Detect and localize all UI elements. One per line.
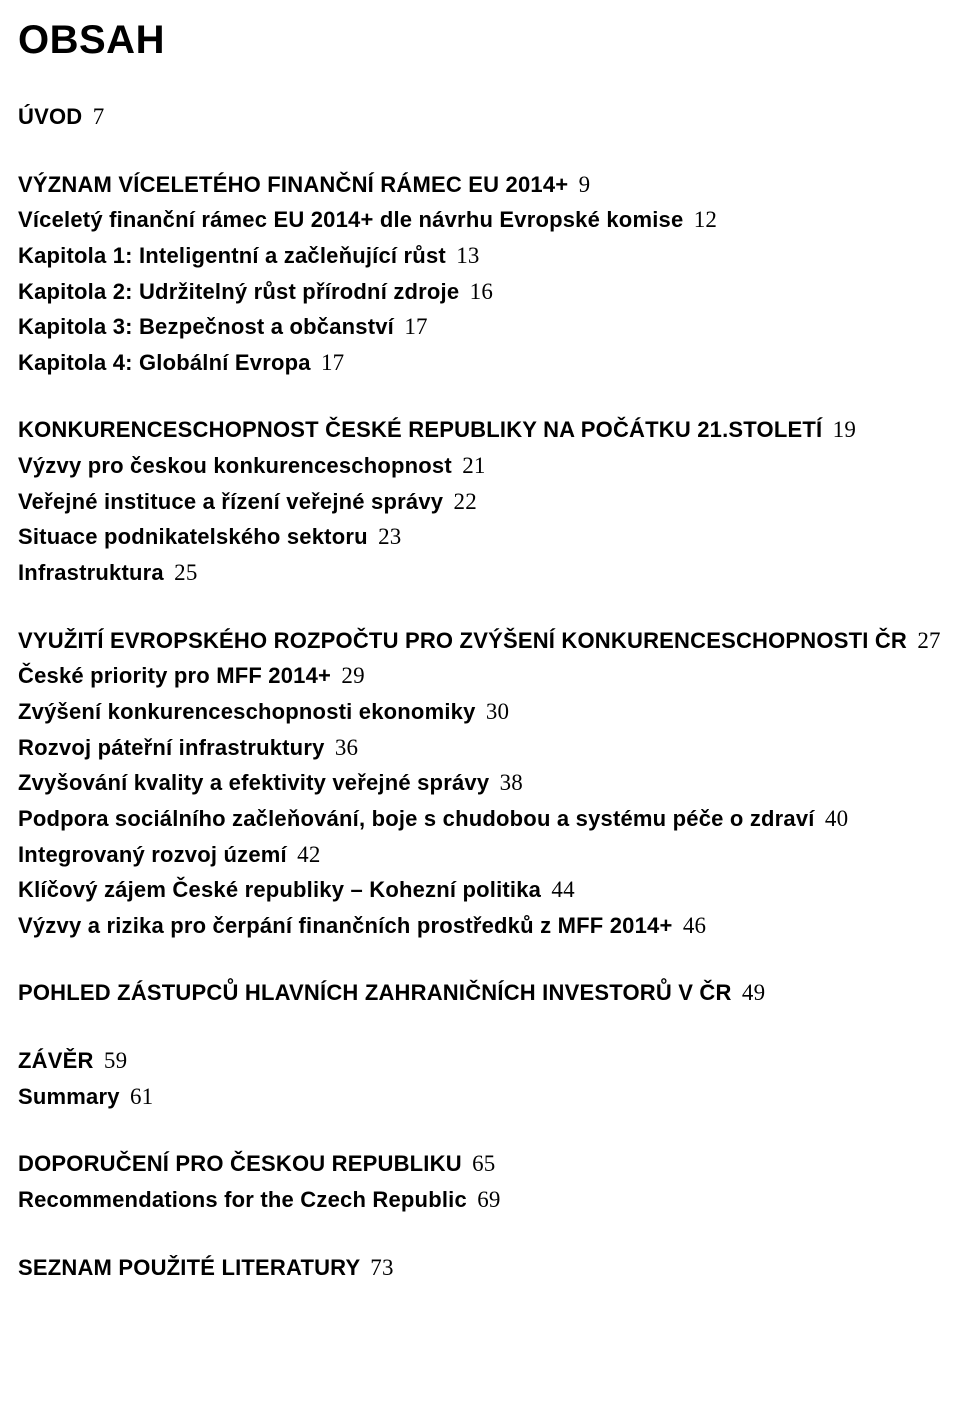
entry-page: 16	[470, 279, 493, 304]
entry-text: Výzvy a rizika pro čerpání finančních pr…	[18, 913, 673, 938]
entry-page: 23	[378, 524, 401, 549]
toc-section: POHLED ZÁSTUPCŮ HLAVNÍCH ZAHRANIČNÍCH IN…	[18, 975, 942, 1011]
entry-page: 30	[486, 699, 509, 724]
entry-text: Integrovaný rozvoj území	[18, 842, 287, 867]
page-title: OBSAH	[18, 18, 942, 63]
toc-entry: Recommendations for the Czech Republic 6…	[18, 1182, 942, 1218]
toc-entry: POHLED ZÁSTUPCŮ HLAVNÍCH ZAHRANIČNÍCH IN…	[18, 975, 942, 1011]
toc-entry: KONKURENCESCHOPNOST ČESKÉ REPUBLIKY NA P…	[18, 412, 942, 448]
toc-section: DOPORUČENÍ PRO ČESKOU REPUBLIKU 65 Recom…	[18, 1146, 942, 1217]
entry-text: VÝZNAM VÍCELETÉHO FINANČNÍ RÁMEC EU 2014…	[18, 172, 568, 197]
entry-text: Recommendations for the Czech Republic	[18, 1187, 467, 1212]
entry-text: KONKURENCESCHOPNOST ČESKÉ REPUBLIKY NA P…	[18, 417, 822, 442]
entry-text: Kapitola 4: Globální Evropa	[18, 350, 311, 375]
entry-text: Kapitola 2: Udržitelný růst přírodní zdr…	[18, 279, 459, 304]
entry-text: Situace podnikatelského sektoru	[18, 524, 368, 549]
toc-entry: Zvyšování kvality a efektivity veřejné s…	[18, 765, 942, 801]
toc-entry: Rozvoj páteřní infrastruktury 36	[18, 730, 942, 766]
entry-page: 46	[683, 913, 706, 938]
entry-page: 19	[833, 417, 856, 442]
toc-section: VYUŽITÍ EVROPSKÉHO ROZPOČTU PRO ZVÝŠENÍ …	[18, 623, 942, 944]
toc-entry: Výzvy pro českou konkurenceschopnost 21	[18, 448, 942, 484]
entry-text: Víceletý finanční rámec EU 2014+ dle náv…	[18, 207, 683, 232]
toc-entry: DOPORUČENÍ PRO ČESKOU REPUBLIKU 65	[18, 1146, 942, 1182]
entry-page: 73	[370, 1255, 393, 1280]
entry-page: 22	[454, 489, 477, 514]
toc-entry: Víceletý finanční rámec EU 2014+ dle náv…	[18, 202, 942, 238]
entry-text: Kapitola 3: Bezpečnost a občanství	[18, 314, 394, 339]
entry-page: 44	[551, 877, 574, 902]
entry-text: Summary	[18, 1084, 120, 1109]
toc-entry: Summary 61	[18, 1079, 942, 1115]
entry-text: Rozvoj páteřní infrastruktury	[18, 735, 325, 760]
toc-entry: VÝZNAM VÍCELETÉHO FINANČNÍ RÁMEC EU 2014…	[18, 167, 942, 203]
entry-text: SEZNAM POUŽITÉ LITERATURY	[18, 1255, 360, 1280]
entry-text: ÚVOD	[18, 104, 82, 129]
entry-page: 13	[456, 243, 479, 268]
entry-page: 59	[104, 1048, 127, 1073]
entry-page: 9	[579, 172, 591, 197]
toc-entry: VYUŽITÍ EVROPSKÉHO ROZPOČTU PRO ZVÝŠENÍ …	[18, 623, 942, 659]
toc-entry: Výzvy a rizika pro čerpání finančních pr…	[18, 908, 942, 944]
toc-entry: České priority pro MFF 2014+ 29	[18, 658, 942, 694]
entry-page: 7	[93, 104, 105, 129]
entry-page: 40	[825, 806, 848, 831]
toc-entry: ZÁVĚR 59	[18, 1043, 942, 1079]
entry-text: Infrastruktura	[18, 560, 164, 585]
toc-entry: Kapitola 2: Udržitelný růst přírodní zdr…	[18, 274, 942, 310]
entry-page: 29	[341, 663, 364, 688]
entry-text: Zvýšení konkurenceschopnosti ekonomiky	[18, 699, 476, 724]
toc-entry: Integrovaný rozvoj území 42	[18, 837, 942, 873]
entry-text: Veřejné instituce a řízení veřejné správ…	[18, 489, 443, 514]
toc-entry: Kapitola 1: Inteligentní a začleňující r…	[18, 238, 942, 274]
entry-page: 17	[404, 314, 427, 339]
toc-entry: Kapitola 4: Globální Evropa 17	[18, 345, 942, 381]
entry-text: ZÁVĚR	[18, 1048, 94, 1073]
toc-entry: Klíčový zájem České republiky – Kohezní …	[18, 872, 942, 908]
entry-page: 49	[742, 980, 765, 1005]
entry-page: 21	[462, 453, 485, 478]
toc-entry: Infrastruktura 25	[18, 555, 942, 591]
entry-text: Zvyšování kvality a efektivity veřejné s…	[18, 770, 489, 795]
toc-section: ÚVOD 7	[18, 99, 942, 135]
entry-text: Klíčový zájem České republiky – Kohezní …	[18, 877, 541, 902]
toc-entry: ÚVOD 7	[18, 99, 942, 135]
entry-page: 69	[477, 1187, 500, 1212]
entry-page: 42	[297, 842, 320, 867]
entry-page: 65	[472, 1151, 495, 1176]
entry-page: 38	[500, 770, 523, 795]
toc-page: OBSAH ÚVOD 7 VÝZNAM VÍCELETÉHO FINANČNÍ …	[0, 0, 960, 1335]
toc-entry: Kapitola 3: Bezpečnost a občanství 17	[18, 309, 942, 345]
entry-text: Výzvy pro českou konkurenceschopnost	[18, 453, 452, 478]
toc-section: VÝZNAM VÍCELETÉHO FINANČNÍ RÁMEC EU 2014…	[18, 167, 942, 381]
entry-page: 25	[174, 560, 197, 585]
toc-section: KONKURENCESCHOPNOST ČESKÉ REPUBLIKY NA P…	[18, 412, 942, 590]
entry-text: POHLED ZÁSTUPCŮ HLAVNÍCH ZAHRANIČNÍCH IN…	[18, 980, 732, 1005]
toc-entry: Veřejné instituce a řízení veřejné správ…	[18, 484, 942, 520]
toc-section: SEZNAM POUŽITÉ LITERATURY 73	[18, 1250, 942, 1286]
entry-text: DOPORUČENÍ PRO ČESKOU REPUBLIKU	[18, 1151, 462, 1176]
toc-entry: SEZNAM POUŽITÉ LITERATURY 73	[18, 1250, 942, 1286]
entry-text: České priority pro MFF 2014+	[18, 663, 331, 688]
entry-text: VYUŽITÍ EVROPSKÉHO ROZPOČTU PRO ZVÝŠENÍ …	[18, 628, 907, 653]
entry-page: 27	[917, 628, 940, 653]
entry-page: 17	[321, 350, 344, 375]
entry-text: Podpora sociálního začleňování, boje s c…	[18, 806, 815, 831]
toc-entry: Situace podnikatelského sektoru 23	[18, 519, 942, 555]
toc-entry: Podpora sociálního začleňování, boje s c…	[18, 801, 942, 837]
entry-page: 12	[694, 207, 717, 232]
entry-page: 36	[335, 735, 358, 760]
entry-page: 61	[130, 1084, 153, 1109]
toc-entry: Zvýšení konkurenceschopnosti ekonomiky 3…	[18, 694, 942, 730]
toc-section: ZÁVĚR 59 Summary 61	[18, 1043, 942, 1114]
entry-text: Kapitola 1: Inteligentní a začleňující r…	[18, 243, 446, 268]
